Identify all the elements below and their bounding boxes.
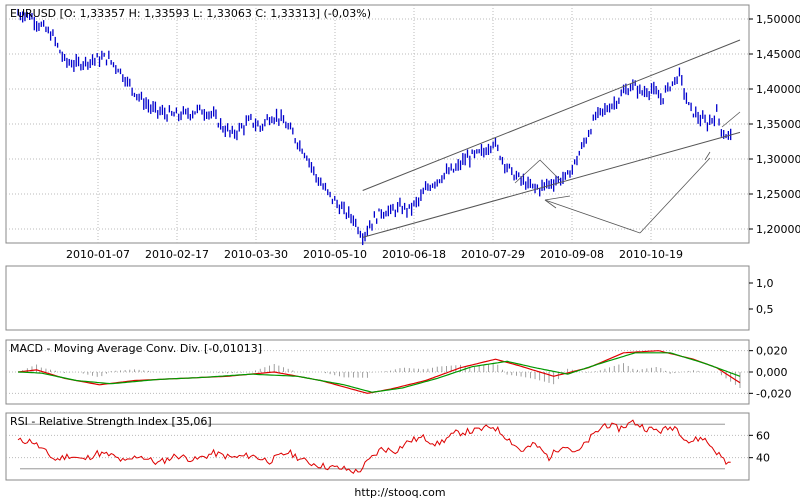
rsi-y-tick-label: 60 — [756, 429, 770, 442]
rsi-title: RSI - Relative Strength Index [35,06] — [10, 415, 212, 428]
macd-histogram — [22, 362, 741, 388]
chart-area: 1,50000 1,45000 1,40000 1,35000 1,30000 1,250… — [5, 4, 800, 481]
macd-y-tick-label: -0,020 — [756, 387, 791, 400]
annotation-stroke — [544, 195, 571, 201]
macd-y-tick-label: 0,000 — [756, 366, 788, 379]
price-y-tick-label: 1,50000 — [756, 13, 800, 26]
empty-y-tick-label: 0,5 — [756, 303, 774, 316]
price-candles — [17, 8, 732, 246]
price-y-tick-label: 1,40000 — [756, 83, 800, 96]
channel-lower-line — [362, 131, 741, 238]
price-y-tick-label: 1,35000 — [756, 118, 800, 131]
price-x-tick-label: 2010-02-17 — [145, 248, 209, 261]
price-x-tick-label: 2010-01-07 — [66, 248, 130, 261]
price-x-tick-label: 2010-03-30 — [224, 248, 288, 261]
rsi-grid — [6, 423, 749, 470]
price-x-tick-label: 2010-10-19 — [619, 248, 683, 261]
footer-link[interactable]: http://stooq.com — [354, 486, 446, 499]
price-y-tick-label: 1,45000 — [756, 48, 800, 61]
price-y-ticks: 1,50000 1,45000 1,40000 1,35000 1,30000 1,250… — [749, 13, 800, 236]
price-x-tick-label: 2010-06-18 — [382, 248, 446, 261]
annotation-stroke — [704, 151, 711, 161]
price-x-tick-label: 2010-09-08 — [540, 248, 604, 261]
price-y-tick-label: 1,30000 — [756, 153, 800, 166]
price-title: EURUSD [O: 1,33357 H: 1,33593 L: 1,33063… — [10, 7, 371, 20]
price-y-tick-label: 1,20000 — [756, 223, 800, 236]
price-grid — [6, 5, 749, 243]
price-x-tick-label: 2010-05-10 — [303, 248, 367, 261]
signal-line — [17, 352, 741, 393]
channel-lines — [362, 39, 741, 238]
macd-y-ticks: 0,020 0,000 -0,020 — [749, 345, 791, 400]
rsi-y-tick-label: 40 — [756, 452, 770, 465]
empty-y-tick-label: 1,0 — [756, 277, 774, 290]
annotation-stroke — [544, 199, 557, 209]
macd-title: MACD - Moving Average Conv. Div. [-0,010… — [10, 342, 262, 355]
annotation-stroke — [639, 157, 711, 234]
price-y-tick-label: 1,25000 — [756, 188, 800, 201]
macd-y-tick-label: 0,020 — [756, 345, 788, 358]
price-x-ticks: 2010-01-07 2010-02-17 2010-03-30 2010-05-10… — [66, 248, 683, 261]
annotation-stroke — [539, 159, 561, 181]
rsi-line — [17, 419, 731, 475]
annotation-stroke — [544, 199, 641, 234]
price-x-tick-label: 2010-07-29 — [461, 248, 525, 261]
channel-upper-line — [362, 39, 741, 191]
empty-panel — [5, 265, 750, 331]
empty-y-ticks: 1,0 0,5 — [749, 277, 774, 316]
rsi-y-ticks: 60 40 — [749, 429, 770, 465]
annotation-stroke — [514, 159, 541, 184]
annotation-stroke — [721, 111, 741, 128]
